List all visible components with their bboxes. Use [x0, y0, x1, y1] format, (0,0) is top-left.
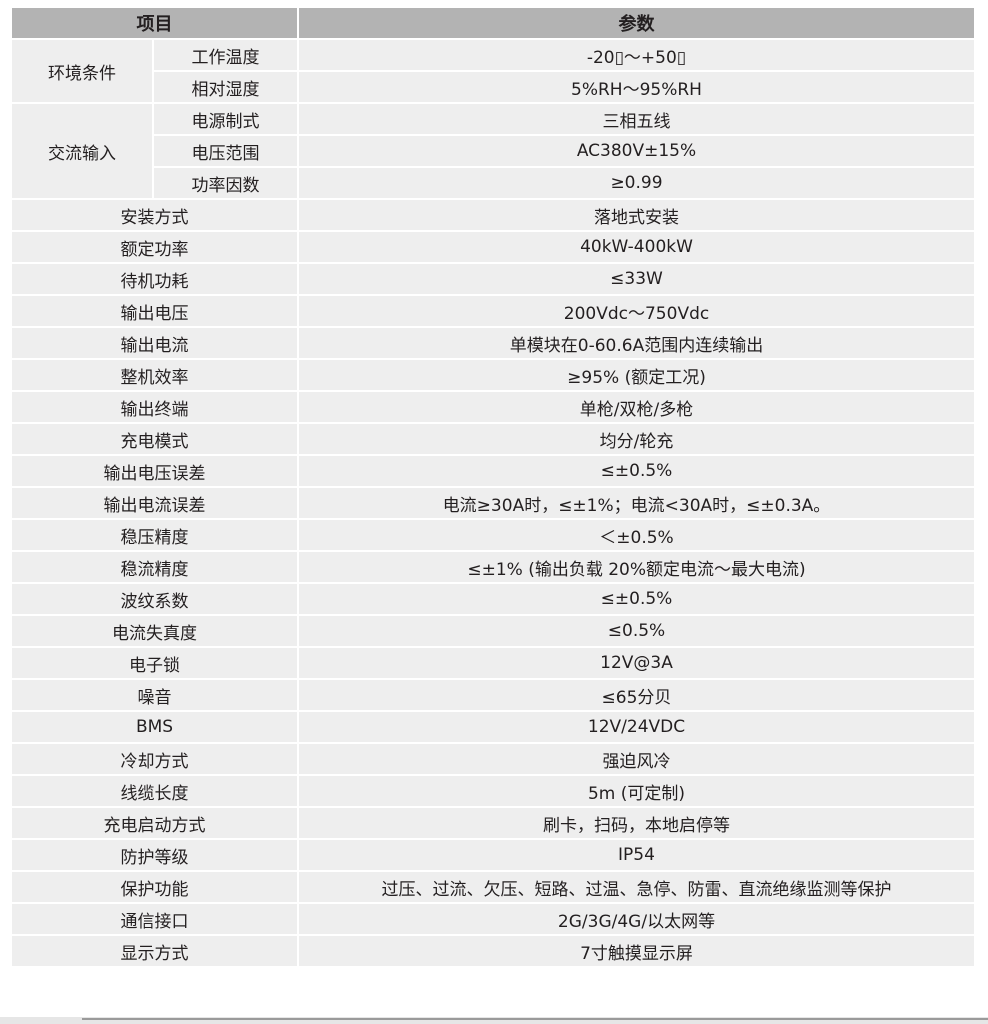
table-row: BMS 12V/24VDC [10, 710, 976, 744]
table-row: 显示方式 7寸触摸显示屏 [10, 934, 976, 968]
spec-table: 项目 参数 环境条件 工作温度 -20▯～+50▯ 相对湿度 5%RH～95%R… [10, 6, 976, 968]
item-label: 防护等级 [10, 838, 299, 872]
value: ≤±0.5% [297, 582, 976, 616]
table-row: 防护等级 IP54 [10, 838, 976, 872]
value: AC380V±15% [297, 134, 976, 168]
item-label: 通信接口 [10, 902, 299, 936]
item-label: 保护功能 [10, 870, 299, 904]
table-row: 输出电压 200Vdc～750Vdc [10, 294, 976, 328]
value: ≤0.5% [297, 614, 976, 648]
table-row: 交流输入 电源制式 三相五线 [10, 102, 976, 200]
value: ＜±0.5% [297, 518, 976, 552]
value: 200Vdc～750Vdc [297, 294, 976, 328]
table-row: 输出终端 单枪/双枪/多枪 [10, 390, 976, 424]
table-row: 充电模式 均分/轮充 [10, 422, 976, 456]
value: ≤33W [297, 262, 976, 296]
value: 过压、过流、欠压、短路、过温、急停、防雷、直流绝缘监测等保护 [297, 870, 976, 904]
table-row: 电压范围 AC380V±15% [11, 134, 976, 168]
value: 电流≥30A时，≤±1%；电流<30A时，≤±0.3A。 [297, 486, 976, 520]
table-row: 冷却方式 强迫风冷 [10, 742, 976, 776]
item-label: 安装方式 [10, 198, 299, 232]
table-header: 项目 参数 [10, 6, 976, 40]
table-row: 线缆长度 5m (可定制) [10, 774, 976, 808]
value: ≥0.99 [297, 166, 976, 200]
value: ≤65分贝 [297, 678, 976, 712]
table-row: 波纹系数 ≤±0.5% [10, 582, 976, 616]
item-label: 电流失真度 [10, 614, 299, 648]
item-label: 整机效率 [10, 358, 299, 392]
item-label: 冷却方式 [10, 742, 299, 776]
sub-item: 电压范围 [152, 134, 299, 168]
item-label: 输出电压 [10, 294, 299, 328]
item-label: 输出电流 [10, 326, 299, 360]
item-label: 显示方式 [10, 934, 299, 968]
value: 5%RH～95%RH [297, 70, 976, 104]
item-label: 波纹系数 [10, 582, 299, 616]
value: ≥95% (额定工况) [297, 358, 976, 392]
item-label: 充电模式 [10, 422, 299, 456]
table-row: 待机功耗 ≤33W [10, 262, 976, 296]
value: 12V@3A [297, 646, 976, 680]
sub-item: 相对湿度 [152, 70, 299, 104]
value: ≤±0.5% [297, 454, 976, 488]
table-row: 稳流精度 ≤±1% (输出负载 20%额定电流～最大电流) [10, 550, 976, 584]
sub-item: 工作温度 [152, 38, 299, 72]
table-row: 输出电流误差 电流≥30A时，≤±1%；电流<30A时，≤±0.3A。 [10, 486, 976, 520]
sub-item: 功率因数 [152, 166, 299, 200]
bottom-bar [0, 1017, 988, 1024]
value: 强迫风冷 [297, 742, 976, 776]
table-row: 电流失真度 ≤0.5% [10, 614, 976, 648]
table-row: 功率因数 ≥0.99 [11, 166, 976, 200]
item-label: 噪音 [10, 678, 299, 712]
table-row: 额定功率 40kW-400kW [10, 230, 976, 264]
table-row: 整机效率 ≥95% (额定工况) [10, 358, 976, 392]
value: 12V/24VDC [297, 710, 976, 744]
table-row: 电子锁 12V@3A [10, 646, 976, 680]
sub-item: 电源制式 [152, 102, 299, 136]
value: 刷卡，扫码，本地启停等 [297, 806, 976, 840]
header-item: 项目 [10, 6, 299, 40]
item-label: 输出电压误差 [10, 454, 299, 488]
value: 均分/轮充 [297, 422, 976, 456]
group-label: 环境条件 [10, 38, 154, 104]
item-label: 电子锁 [10, 646, 299, 680]
item-label: 线缆长度 [10, 774, 299, 808]
value: -20▯～+50▯ [297, 38, 976, 72]
value: 三相五线 [297, 102, 976, 136]
item-label: 充电启动方式 [10, 806, 299, 840]
item-label: 输出电流误差 [10, 486, 299, 520]
item-label: 输出终端 [10, 390, 299, 424]
value: ≤±1% (输出负载 20%额定电流～最大电流) [297, 550, 976, 584]
item-label: 额定功率 [10, 230, 299, 264]
table-row: 通信接口 2G/3G/4G/以太网等 [10, 902, 976, 936]
table-row: 安装方式 落地式安装 [10, 198, 976, 232]
table-row: 输出电流 单模块在0-60.6A范围内连续输出 [10, 326, 976, 360]
item-label: BMS [10, 710, 299, 744]
divider [82, 1018, 988, 1020]
table-row: 充电启动方式 刷卡，扫码，本地启停等 [10, 806, 976, 840]
table-row: 稳压精度 ＜±0.5% [10, 518, 976, 552]
item-label: 待机功耗 [10, 262, 299, 296]
value: 单枪/双枪/多枪 [297, 390, 976, 424]
value: 2G/3G/4G/以太网等 [297, 902, 976, 936]
table-row: 噪音 ≤65分贝 [10, 678, 976, 712]
group-label: 交流输入 [10, 102, 154, 200]
value: 40kW-400kW [297, 230, 976, 264]
value: 5m (可定制) [297, 774, 976, 808]
value: 落地式安装 [297, 198, 976, 232]
header-param: 参数 [297, 6, 976, 40]
table-row: 相对湿度 5%RH～95%RH [11, 70, 976, 104]
table-row: 输出电压误差 ≤±0.5% [10, 454, 976, 488]
table-row: 保护功能 过压、过流、欠压、短路、过温、急停、防雷、直流绝缘监测等保护 [10, 870, 976, 904]
value: IP54 [297, 838, 976, 872]
value: 单模块在0-60.6A范围内连续输出 [297, 326, 976, 360]
table-row: 环境条件 工作温度 -20▯～+50▯ [10, 38, 976, 104]
item-label: 稳压精度 [10, 518, 299, 552]
item-label: 稳流精度 [10, 550, 299, 584]
value: 7寸触摸显示屏 [297, 934, 976, 968]
